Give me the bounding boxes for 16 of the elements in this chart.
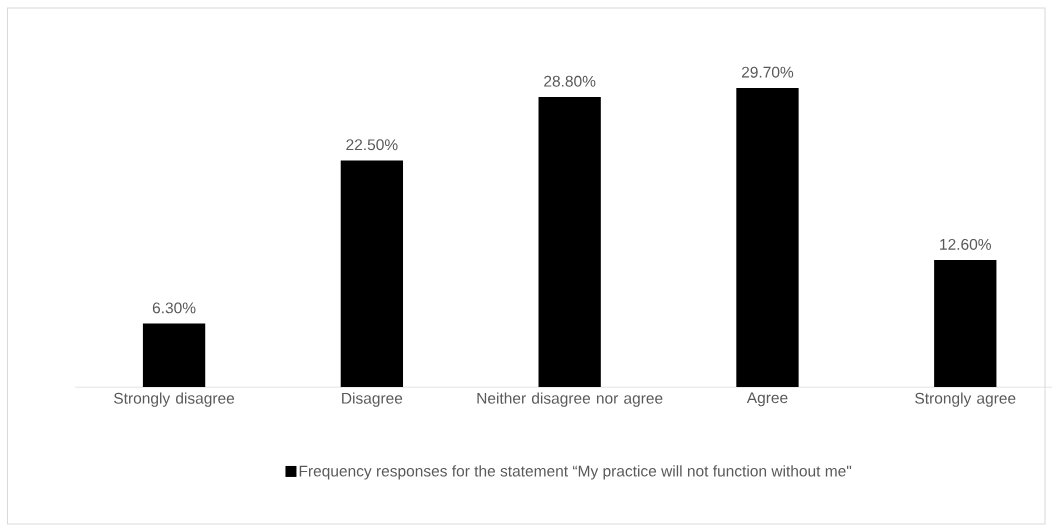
bar bbox=[142, 323, 206, 388]
bar bbox=[736, 87, 799, 388]
x-tick-label: Neither disagree nor agree bbox=[477, 392, 663, 407]
data-label: 22.50% bbox=[346, 139, 398, 151]
x-tick-label: Disagree bbox=[342, 392, 403, 407]
data-label: 6.30% bbox=[152, 302, 196, 314]
bar bbox=[340, 160, 404, 388]
bar bbox=[934, 260, 997, 388]
data-label: 29.70% bbox=[741, 66, 794, 78]
data-label: 28.80% bbox=[544, 75, 596, 87]
x-tick-label: Strongly disagree bbox=[114, 392, 235, 407]
x-tick-label: Agree bbox=[746, 392, 788, 407]
x-tick-label: Strongly agree bbox=[915, 392, 1016, 407]
bar bbox=[538, 96, 601, 388]
data-label: 12.60% bbox=[940, 238, 991, 250]
legend-label: Frequency responses for the statement “My practice will not function without me" bbox=[299, 465, 852, 480]
